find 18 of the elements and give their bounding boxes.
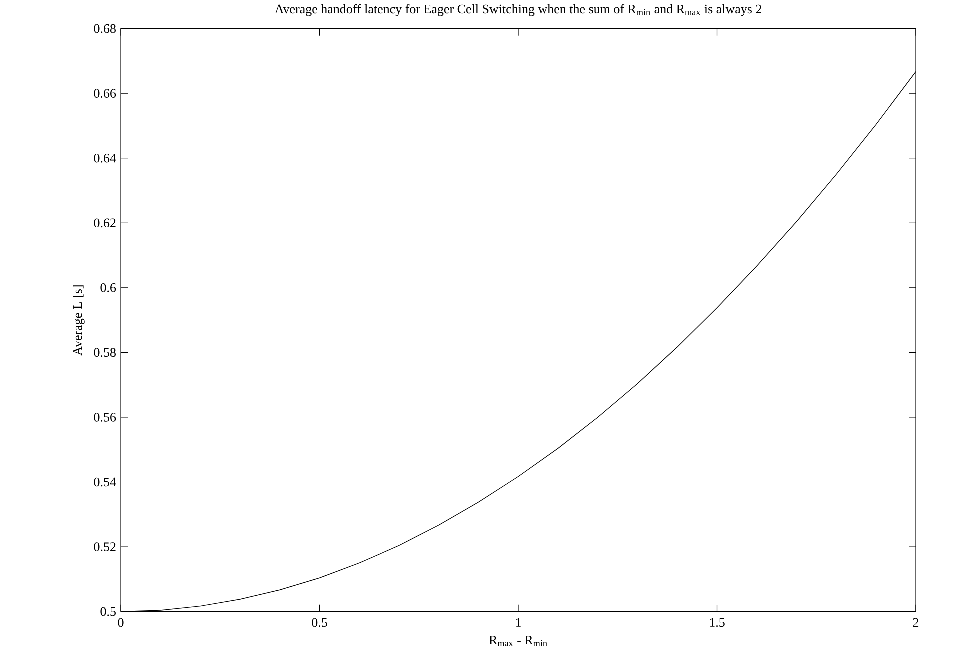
y-axis-title: Average L [s] — [73, 286, 85, 356]
y-tick-label: 0.52 — [94, 542, 116, 552]
chart-title: Average handoff latency for Eager Cell Switching when the sum of R$_{min}$ and R$_{max}$ is always 2 — [274, 4, 762, 16]
x-tick-label: 1 — [516, 618, 521, 628]
y-tick-label: 0.66 — [94, 89, 116, 98]
x-tick-label: 0.5 — [312, 618, 328, 628]
y-tick-label: 0.56 — [94, 413, 116, 422]
x-tick-label: 2 — [913, 618, 919, 628]
y-tick-label: 0.68 — [94, 24, 116, 34]
y-tick-label: 0.6 — [100, 284, 116, 292]
y-tick-label: 0.54 — [94, 478, 116, 487]
x-tick-label: 1.5 — [710, 618, 725, 628]
x-axis-title: R$_{max}$ - R$_{min}$ — [489, 636, 548, 647]
y-tick-label: 0.62 — [94, 218, 116, 228]
x-tick-label: 0 — [118, 618, 124, 628]
y-tick-label: 0.58 — [94, 348, 116, 358]
y-tick-label: 0.64 — [94, 154, 116, 163]
y-tick-label: 0.5 — [100, 607, 116, 616]
